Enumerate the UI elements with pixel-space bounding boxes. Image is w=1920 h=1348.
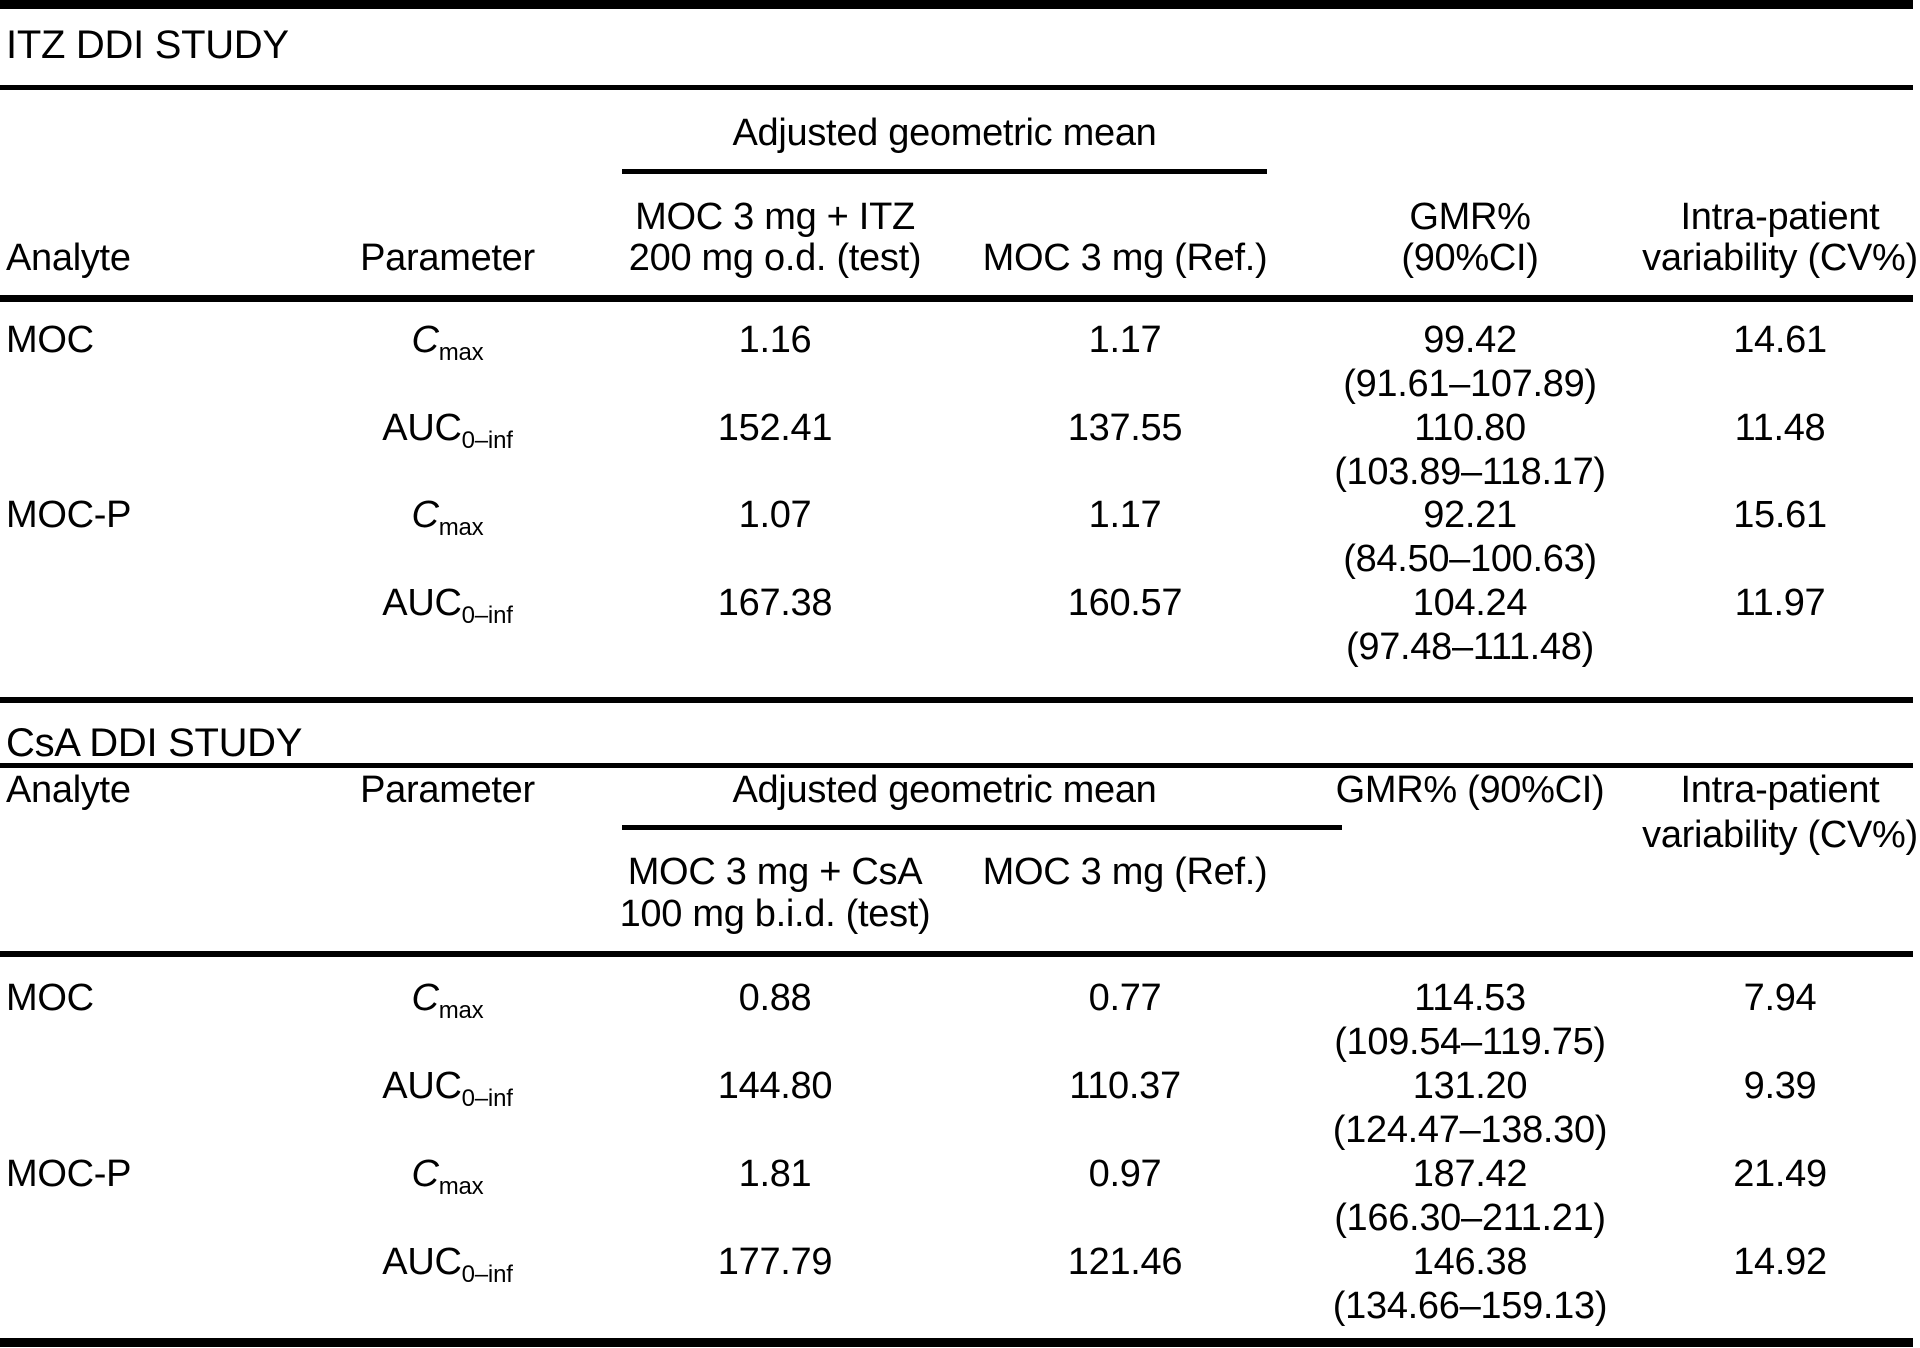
table1-header-cv-line2: variability (CV%)	[1642, 237, 1918, 279]
cell-cv-value: 15.61	[1733, 494, 1827, 536]
cell-test-value: 1.16	[738, 319, 812, 361]
table2-bottom-rule	[0, 1338, 1913, 1347]
cell-cv-value: 14.92	[1733, 1241, 1827, 1283]
table2-header-test-line1: MOC 3 mg + CsA	[627, 851, 923, 893]
cell-test-value: 1.81	[738, 1153, 812, 1195]
table2-header-cv-line2: variability (CV%)	[1642, 814, 1918, 856]
cell-ref-value: 0.97	[1088, 1153, 1162, 1195]
parameter-symbol: C	[411, 319, 439, 361]
cell-gmr-ci: (124.47–138.30)	[1332, 1109, 1608, 1151]
cell-gmr-ci: (84.50–100.63)	[1343, 538, 1597, 580]
parameter-subscript: max	[438, 997, 484, 1024]
parameter-subscript: 0–inf	[461, 602, 513, 629]
table1-header-cv-line1: Intra-patient	[1680, 196, 1880, 238]
table1-header-ref: MOC 3 mg (Ref.)	[982, 237, 1268, 279]
parameter-symbol: AUC	[382, 407, 462, 449]
table1-title: ITZ DDI STUDY	[6, 23, 289, 67]
parameter-subscript: 0–inf	[461, 427, 513, 454]
cell-ref-value: 121.46	[1067, 1241, 1183, 1283]
table1-header-analyte: Analyte	[6, 237, 131, 279]
parameter-symbol: C	[411, 494, 439, 536]
parameter-symbol: AUC	[382, 582, 462, 624]
cell-cv-value: 11.97	[1734, 582, 1826, 624]
cell-gmr-value: 131.20	[1412, 1065, 1528, 1107]
table-row-parameter: AUC0–inf	[290, 406, 605, 463]
parameter-symbol: AUC	[382, 1241, 462, 1283]
cell-cv-value: 11.48	[1734, 407, 1826, 449]
table2-header-parameter: Parameter	[360, 769, 535, 811]
table1-header-rule	[0, 295, 1913, 302]
table2-span-rule	[622, 825, 1342, 830]
parameter-subscript: max	[438, 1173, 484, 1200]
parameter-symbol: AUC	[382, 1065, 462, 1107]
cell-gmr-value: 110.80	[1414, 407, 1526, 449]
cell-gmr-ci: (97.48–111.48)	[1346, 626, 1594, 668]
cell-gmr-value: 99.42	[1423, 319, 1517, 361]
cell-gmr-value: 104.24	[1412, 582, 1528, 624]
parameter-symbol: C	[411, 1153, 439, 1195]
table1-top-rule	[0, 0, 1913, 9]
table1-header-test-line1: MOC 3 mg + ITZ	[635, 196, 915, 238]
cell-cv-value: 7.94	[1743, 977, 1817, 1019]
cell-gmr-value: 187.42	[1412, 1153, 1528, 1195]
cell-test-value: 167.38	[717, 582, 833, 624]
table-row-analyte: MOC	[6, 319, 94, 361]
table2-header-test-line2: 100 mg b.i.d. (test)	[619, 893, 931, 935]
table2-title-rule	[0, 763, 1913, 768]
cell-cv-value: 21.49	[1733, 1153, 1827, 1195]
cell-ref-value: 1.17	[1088, 494, 1162, 536]
table1-header-gmr-line1: GMR%	[1409, 196, 1531, 238]
cell-test-value: 1.07	[738, 494, 812, 536]
table-row-parameter: Cmax	[290, 318, 605, 375]
cell-test-value: 152.41	[717, 407, 833, 449]
cell-test-value: 0.88	[738, 977, 812, 1019]
table-separator-rule	[0, 697, 1913, 703]
parameter-symbol: C	[411, 977, 439, 1019]
cell-ref-value: 110.37	[1069, 1065, 1181, 1107]
cell-ref-value: 137.55	[1067, 407, 1183, 449]
table-row-parameter: AUC0–inf	[290, 581, 605, 638]
cell-ref-value: 1.17	[1088, 319, 1162, 361]
table-row-parameter: Cmax	[290, 493, 605, 550]
table-row-parameter: AUC0–inf	[290, 1064, 605, 1121]
table1-title-rule	[0, 85, 1913, 90]
cell-cv-value: 14.61	[1733, 319, 1827, 361]
cell-cv-value: 9.39	[1743, 1065, 1817, 1107]
cell-gmr-value: 92.21	[1423, 494, 1517, 536]
cell-gmr-ci: (166.30–211.21)	[1334, 1197, 1606, 1239]
cell-gmr-ci: (134.66–159.13)	[1332, 1285, 1608, 1327]
table2-header-ref: MOC 3 mg (Ref.)	[982, 851, 1268, 893]
cell-test-value: 144.80	[717, 1065, 833, 1107]
parameter-subscript: 0–inf	[461, 1261, 513, 1288]
parameter-subscript: max	[438, 514, 484, 541]
table2-header-analyte: Analyte	[6, 769, 131, 811]
table-row-analyte: MOC-P	[6, 494, 132, 536]
cell-gmr-ci: (109.54–119.75)	[1334, 1021, 1606, 1063]
table1-span-header: Adjusted geometric mean	[732, 112, 1157, 154]
cell-ref-value: 160.57	[1067, 582, 1183, 624]
table1-span-rule	[622, 169, 1267, 174]
table-row-analyte: MOC	[6, 977, 94, 1019]
cell-gmr-value: 114.53	[1414, 977, 1526, 1019]
table2-header-gmr: GMR% (90%CI)	[1335, 769, 1605, 811]
cell-gmr-value: 146.38	[1412, 1241, 1528, 1283]
table-row-parameter: Cmax	[290, 1152, 605, 1209]
table-row-analyte: MOC-P	[6, 1153, 132, 1195]
cell-gmr-ci: (91.61–107.89)	[1343, 363, 1597, 405]
parameter-subscript: 0–inf	[461, 1085, 513, 1112]
table2-span-header: Adjusted geometric mean	[732, 769, 1157, 811]
cell-gmr-ci: (103.89–118.17)	[1334, 451, 1606, 493]
table2-title: CsA DDI STUDY	[6, 721, 303, 765]
table2-header-rule	[0, 951, 1913, 957]
table-row-parameter: AUC0–inf	[290, 1240, 605, 1297]
table1-header-parameter: Parameter	[360, 237, 535, 279]
parameter-subscript: max	[438, 339, 484, 366]
table-row-parameter: Cmax	[290, 976, 605, 1033]
table1-header-gmr-line2: (90%CI)	[1401, 237, 1539, 279]
table1-header-test-line2: 200 mg o.d. (test)	[628, 237, 922, 279]
cell-test-value: 177.79	[717, 1241, 833, 1283]
table2-header-cv-line1: Intra-patient	[1680, 769, 1880, 811]
cell-ref-value: 0.77	[1088, 977, 1162, 1019]
